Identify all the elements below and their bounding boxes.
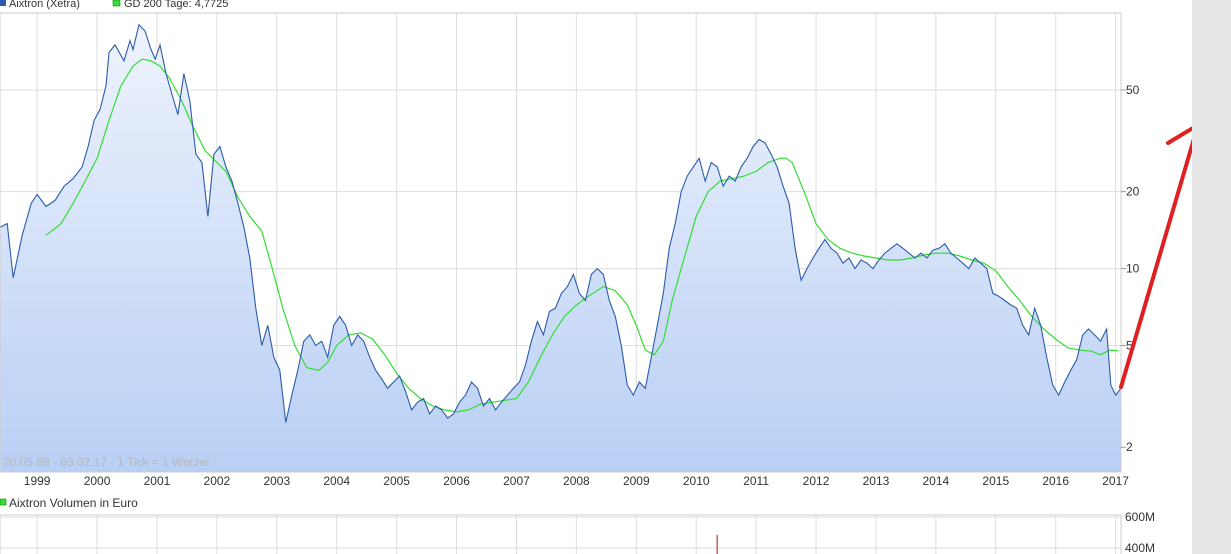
volume-grid [0,515,1121,554]
y-tick-label: 50 [1126,83,1140,97]
y-tick-label: 5 [1126,339,1133,353]
x-tick-label: 2000 [84,474,111,488]
y-tick-label: 20 [1126,185,1140,199]
price-line [0,23,1122,423]
x-tick-label: 2005 [383,474,410,488]
legend-ma-swatch [112,0,121,7]
x-tick-label: 2011 [743,474,769,488]
legend-ma-label: GD 200 Tage: 4,7725 [124,0,228,10]
x-tick-label: 2017 [1102,474,1129,488]
stock-chart: 2 5 10 20 50 1999 2000 2001 2002 2003 2004 2005 200… [0,0,1192,554]
x-tick-label: 2003 [263,474,290,488]
x-tick-label: 2006 [443,474,470,488]
vertical-scrollbar[interactable] [1192,0,1231,554]
x-tick-label: 2013 [863,474,890,488]
x-tick-label: 2014 [923,474,950,488]
price-panel-border [0,12,1122,473]
x-tick-label: 2016 [1042,474,1069,488]
legend-price-label: Aixtron (Xetra) [9,0,80,10]
x-tick-label: 2012 [803,474,830,488]
price-x-axis: 1999 2000 2001 2002 2003 2004 2005 2006 2007 2008… [24,474,1129,488]
date-range-label: 20.05.98 - 03.02.17 1 Tick = 1 Woche [3,455,210,469]
volume-legend-label: Aixtron Volumen in Euro [9,496,138,510]
legend-price-swatch [0,0,6,6]
x-tick-label: 2007 [503,474,530,488]
x-tick-label: 2001 [144,474,171,488]
x-tick-label: 2015 [982,474,1009,488]
price-y-axis: 2 5 10 20 50 [1121,83,1140,454]
x-tick-label: 2010 [683,474,710,488]
y-tick-label: 10 [1126,262,1140,276]
volume-legend-swatch [0,498,7,506]
x-tick-label: 1999 [24,474,51,488]
volume-y-tick-label: 600M [1125,510,1155,524]
price-area-fill [0,24,1121,472]
volume-panel-border [0,514,1122,554]
x-tick-label: 2004 [323,474,350,488]
moving-average-line [45,58,1119,413]
trend-arrow [1119,126,1192,389]
x-tick-label: 2009 [623,474,650,488]
x-tick-label: 2002 [204,474,231,488]
volume-y-tick-label: 400M [1125,541,1155,554]
y-tick-label: 2 [1126,440,1133,454]
x-tick-label: 2008 [563,474,590,488]
volume-y-axis: 600M 400M [1125,510,1155,554]
